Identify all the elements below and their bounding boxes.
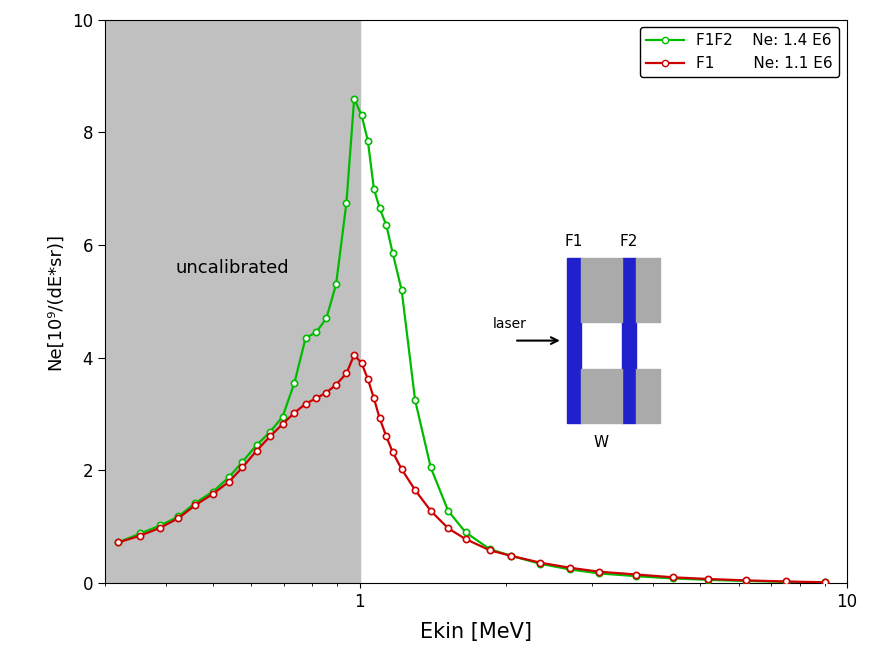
Bar <box>608 258 622 322</box>
Text: laser: laser <box>493 316 527 331</box>
Y-axis label: Ne[10⁹/(dE*sr)]: Ne[10⁹/(dE*sr)] <box>45 233 64 370</box>
Bar <box>105 20 360 583</box>
Text: F2: F2 <box>620 234 638 250</box>
Legend: F1F2    Ne: 1.4 E6, F1        Ne: 1.1 E6: F1F2 Ne: 1.4 E6, F1 Ne: 1.1 E6 <box>640 28 839 77</box>
Bar <box>581 369 608 423</box>
Bar <box>636 369 660 423</box>
Bar <box>622 258 636 423</box>
Bar <box>636 258 660 322</box>
Bar <box>567 258 581 423</box>
X-axis label: Ekin [MeV]: Ekin [MeV] <box>420 622 532 642</box>
Bar <box>581 258 608 322</box>
Text: uncalibrated: uncalibrated <box>176 259 290 277</box>
Bar <box>608 369 622 423</box>
Text: W: W <box>594 435 608 450</box>
Text: F1: F1 <box>565 234 583 250</box>
